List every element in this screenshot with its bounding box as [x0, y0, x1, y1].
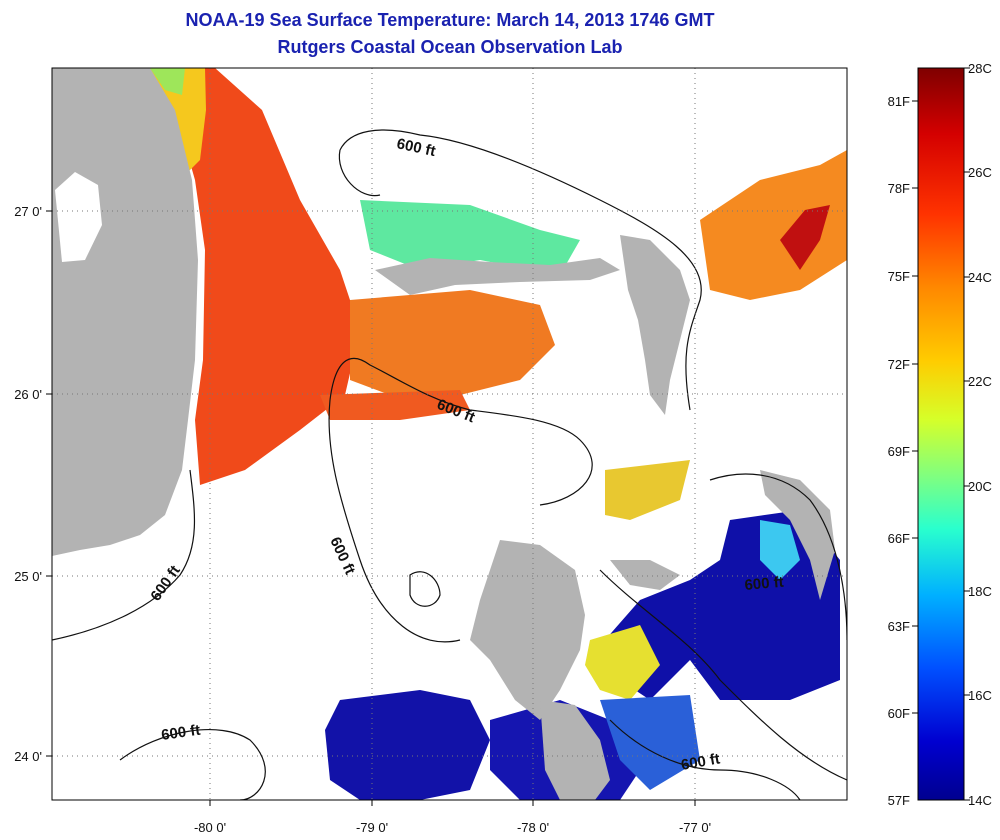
southeast-cyan-sst [760, 520, 800, 580]
land-layer [52, 68, 835, 800]
northeast-warm-sst [700, 150, 847, 300]
map-subtitle: Rutgers Coastal Ocean Observation Lab [277, 37, 623, 57]
temperature-colorbar [917, 67, 965, 801]
fahrenheit-tick-label: 57F [888, 793, 910, 808]
nearshore-cool-sst [150, 68, 185, 95]
lat-tick-label: 26 0' [14, 387, 42, 402]
gulf-stream-sst [148, 68, 360, 485]
celsius-tick-label: 16C [968, 688, 992, 703]
celsius-tick-label: 18C [968, 584, 992, 599]
lon-tick-label: -77 0' [679, 820, 711, 835]
andros-south [540, 700, 610, 800]
celsius-tick-label: 26C [968, 165, 992, 180]
contour-label: 600 ft [744, 574, 785, 594]
andros-island [470, 540, 585, 720]
fahrenheit-tick-label: 72F [888, 357, 910, 372]
fahrenheit-tick-label: 75F [888, 269, 910, 284]
south-yellow-sst [585, 625, 660, 700]
bathymetry-contours [52, 129, 847, 800]
sst-data-layer [60, 68, 847, 800]
fahrenheit-tick-label: 78F [888, 181, 910, 196]
central-warm-sst [350, 290, 555, 395]
colorbar-ticks [912, 67, 970, 801]
lat-tick-label: 25 0' [14, 569, 42, 584]
florida-peninsula [52, 68, 198, 556]
mid-patches-sst [605, 460, 690, 520]
map-title: NOAA-19 Sea Surface Temperature: March 1… [185, 10, 715, 30]
celsius-tick-label: 24C [968, 270, 992, 285]
lon-tick-label: -79 0' [356, 820, 388, 835]
celsius-tick-label: 28C [968, 61, 992, 76]
bank-cool-sst [360, 200, 580, 275]
fahrenheit-tick-label: 69F [888, 444, 910, 459]
eleuthera [760, 470, 835, 600]
grand-bahama [375, 258, 620, 295]
contour-label: 600 ft [680, 750, 722, 774]
map-gridlines [52, 68, 847, 800]
northeast-hot-sst [780, 205, 830, 270]
fahrenheit-tick-label: 66F [888, 531, 910, 546]
south-mixed-sst [600, 695, 700, 790]
fahrenheit-tick-label: 60F [888, 706, 910, 721]
southwest-cold-sst [325, 690, 490, 800]
lon-tick-label: -80 0' [194, 820, 226, 835]
exuma-chain [610, 560, 680, 590]
lat-tick-label: 27 0' [14, 204, 42, 219]
contour-label: 600 ft [160, 722, 201, 744]
celsius-tick-label: 20C [968, 479, 992, 494]
celsius-tick-label: 22C [968, 374, 992, 389]
fahrenheit-tick-label: 81F [888, 94, 910, 109]
abaco [620, 235, 690, 415]
fahrenheit-tick-label: 63F [888, 619, 910, 634]
frame-ticks [46, 210, 696, 806]
map-border [51, 67, 848, 801]
lon-tick-label: -78 0' [517, 820, 549, 835]
lake-okeechobee [55, 172, 102, 262]
celsius-tick-label: 14C [968, 793, 992, 808]
lat-tick-label: 24 0' [14, 749, 42, 764]
